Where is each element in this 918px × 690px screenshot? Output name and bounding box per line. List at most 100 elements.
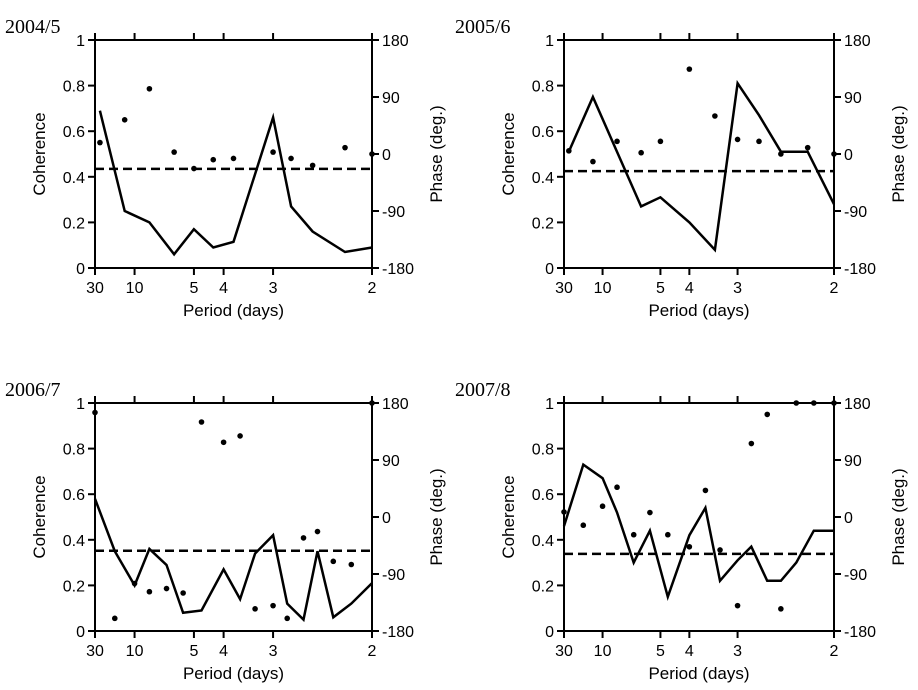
y-axis-label: Coherence bbox=[499, 475, 518, 558]
x-tick-label: 4 bbox=[219, 643, 228, 660]
phase-point bbox=[198, 419, 205, 425]
coherence-line bbox=[93, 498, 373, 623]
phase-point bbox=[146, 85, 153, 92]
phase-point bbox=[309, 162, 316, 169]
y-tick-label: 1 bbox=[76, 396, 85, 413]
phase-point bbox=[561, 509, 567, 515]
y-right-tick-label: 90 bbox=[382, 453, 400, 470]
x-tick-label: 2 bbox=[368, 280, 377, 297]
phase-point bbox=[284, 615, 291, 622]
phase-point bbox=[330, 558, 337, 565]
x-tick-label: 2 bbox=[368, 643, 377, 660]
y-right-tick-label: 180 bbox=[844, 33, 871, 50]
x-tick-label: 10 bbox=[126, 280, 144, 297]
x-tick-label: 30 bbox=[555, 280, 573, 297]
plot-frame bbox=[94, 402, 373, 632]
y-tick-label: 0.2 bbox=[63, 215, 85, 232]
phase-point bbox=[831, 151, 837, 157]
phase-point bbox=[314, 528, 321, 535]
phase-point bbox=[369, 151, 375, 157]
panel-title: 2005/6 bbox=[455, 16, 511, 38]
x-axis-label: Period (days) bbox=[648, 664, 749, 683]
phase-point bbox=[131, 580, 138, 587]
phase-point bbox=[220, 439, 227, 446]
y-right-tick-label: 0 bbox=[844, 147, 853, 164]
phase-point bbox=[121, 117, 128, 123]
y-tick-label: 0 bbox=[545, 624, 554, 641]
phase-point bbox=[686, 543, 693, 550]
chart-panel-4: 2007/8 0 0.2 0.4 0.6 0.8 1 -180 -90 0 90 180 30 10 5 4 3… bbox=[455, 379, 908, 683]
y-right-tick-label: 180 bbox=[844, 396, 871, 413]
phase-point bbox=[778, 151, 784, 157]
x-tick-label: 10 bbox=[594, 280, 612, 297]
x-tick-label: 3 bbox=[733, 280, 742, 297]
panel-title: 2007/8 bbox=[455, 379, 511, 401]
y-right-tick-label: -180 bbox=[382, 261, 414, 278]
x-tick-label: 30 bbox=[555, 643, 573, 660]
y-axis-label: Coherence bbox=[499, 112, 518, 195]
y-tick-label: 0.4 bbox=[63, 170, 85, 187]
y-tick-label: 0.8 bbox=[532, 442, 554, 459]
y-right-axis-label: Phase (deg.) bbox=[427, 105, 446, 202]
phase-point bbox=[756, 138, 762, 145]
phase-point bbox=[748, 440, 755, 447]
y-tick-label: 0.6 bbox=[63, 487, 85, 504]
y-tick-label: 0.2 bbox=[532, 215, 554, 232]
y-right-axis-label: Phase (deg.) bbox=[889, 105, 908, 202]
phase-point bbox=[804, 144, 811, 151]
y-right-axis-label: Phase (deg.) bbox=[889, 468, 908, 565]
plot-frame bbox=[94, 39, 373, 269]
y-right-tick-label: -90 bbox=[844, 204, 867, 221]
y-right-tick-label: -90 bbox=[844, 567, 867, 584]
x-tick-label: 3 bbox=[269, 643, 278, 660]
phase-point bbox=[665, 531, 671, 538]
coherence-line bbox=[562, 462, 834, 602]
y-tick-label: 0.6 bbox=[532, 487, 554, 504]
phase-point bbox=[614, 138, 620, 145]
y-tick-label: 0.6 bbox=[532, 124, 554, 141]
phase-point bbox=[342, 144, 348, 151]
chart-panel-1: 2004/5 0 0.2 0.4 0.6 0.8 1 -180 -90 0 90 180 30 10 5 4 3… bbox=[5, 16, 446, 320]
y-tick-label: 0.4 bbox=[532, 170, 554, 187]
coherence-line bbox=[98, 110, 373, 257]
y-tick-label: 0 bbox=[76, 624, 85, 641]
x-tick-label: 5 bbox=[656, 643, 665, 660]
phase-point bbox=[702, 487, 709, 494]
x-tick-label: 4 bbox=[219, 280, 228, 297]
phase-point bbox=[97, 139, 103, 146]
y-tick-label: 0.8 bbox=[532, 79, 554, 96]
phase-point bbox=[811, 400, 817, 406]
phase-point bbox=[734, 136, 741, 143]
y-tick-label: 1 bbox=[76, 33, 85, 50]
phase-point bbox=[288, 155, 294, 162]
y-tick-label: 0.8 bbox=[63, 442, 85, 459]
phase-point bbox=[180, 590, 186, 596]
x-tick-label: 5 bbox=[189, 643, 198, 660]
phase-point bbox=[92, 409, 98, 416]
y-right-axis-label: Phase (deg.) bbox=[427, 468, 446, 565]
y-right-tick-label: -90 bbox=[382, 567, 405, 584]
phase-point bbox=[270, 149, 276, 155]
y-right-tick-label: -180 bbox=[382, 624, 414, 641]
x-axis-label: Period (days) bbox=[183, 301, 284, 320]
phase-point bbox=[638, 149, 644, 156]
y-right-tick-label: 90 bbox=[382, 90, 400, 107]
y-tick-label: 0.2 bbox=[532, 578, 554, 595]
phase-point bbox=[657, 138, 664, 145]
y-right-tick-label: 0 bbox=[382, 147, 391, 164]
y-tick-label: 1 bbox=[545, 33, 554, 50]
y-right-tick-label: 90 bbox=[844, 453, 862, 470]
phase-point bbox=[369, 400, 375, 406]
y-tick-label: 0.6 bbox=[63, 124, 85, 141]
y-tick-label: 0 bbox=[545, 261, 554, 278]
y-right-tick-label: -90 bbox=[382, 204, 405, 221]
y-tick-label: 0 bbox=[76, 261, 85, 278]
phase-point bbox=[599, 503, 606, 510]
x-tick-label: 10 bbox=[594, 643, 612, 660]
phase-point bbox=[237, 433, 243, 439]
phase-point bbox=[348, 561, 355, 568]
chart-panel-3: 2006/7 0 0.2 0.4 0.6 0.8 1 -180 -90 0 90 180 30 10 5 4 3… bbox=[5, 379, 446, 683]
phase-point bbox=[566, 148, 572, 154]
phase-point bbox=[230, 155, 237, 162]
phase-point bbox=[300, 535, 307, 541]
